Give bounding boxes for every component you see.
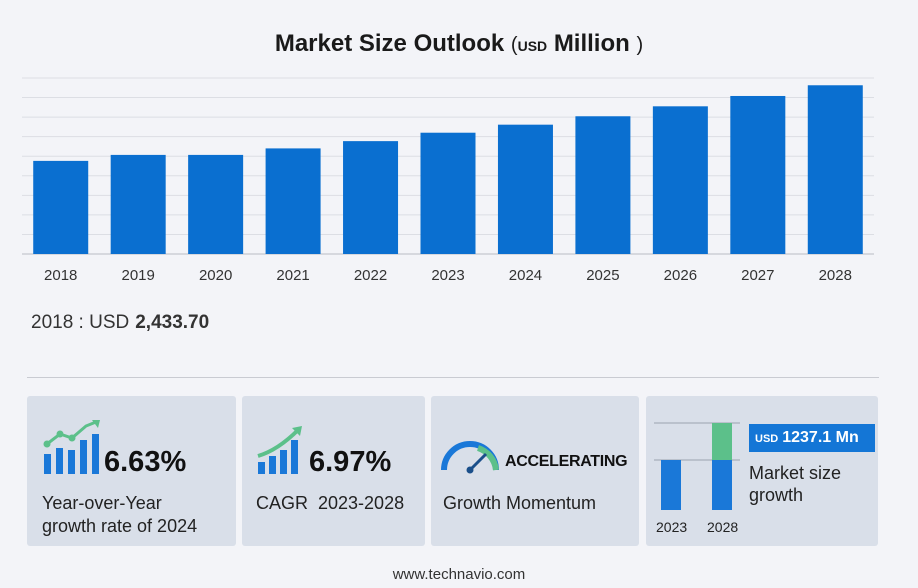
x-tick-label-2027: 2027 (741, 267, 774, 284)
bar-2025 (575, 116, 631, 254)
x-tick-label-2026: 2026 (664, 267, 697, 284)
bar-2021 (265, 148, 321, 254)
momentum-card (431, 396, 639, 546)
x-tick-label-2020: 2020 (199, 267, 232, 284)
bar-2026 (652, 106, 708, 254)
bar-chart: 2018 2019 2020 2021 2022 2023 2024 2025 2026 2027… (22, 77, 874, 284)
x-tick-label-2018: 2018 (44, 267, 77, 284)
growth-badge-value: 1237.1 Mn (782, 429, 859, 446)
x-tick-label-2023: 2023 (431, 267, 464, 284)
title-close-paren: ) (636, 34, 644, 56)
yoy-label-line1: Year-over-Year (42, 493, 162, 513)
bar-2028 (807, 85, 863, 254)
growth-year-end: 2028 (707, 519, 739, 535)
growth-label: Market size growth (749, 462, 841, 506)
growth-comparison-icon (654, 422, 740, 510)
x-tick-label-2022: 2022 (354, 267, 387, 284)
growth-label-line1: Market size (749, 463, 842, 483)
growth-badge-prefix: USD (755, 433, 779, 445)
cagr-value: 6.97% (309, 446, 392, 478)
bar-2019 (110, 154, 166, 254)
momentum-label: Growth Momentum (443, 493, 597, 513)
x-tick-label-2021: 2021 (276, 267, 309, 284)
bar-2020 (188, 154, 244, 254)
bar-2023 (420, 132, 476, 254)
footer-url: www.technavio.com (392, 566, 526, 583)
bar-2022 (343, 141, 399, 254)
cagr-label: CAGR 2023-2028 (256, 493, 405, 513)
bar-2024 (497, 124, 553, 255)
title-unit-prefix: USD (517, 38, 548, 54)
growth-value-badge: USD 1237.1 Mn (749, 424, 875, 452)
chart-title: Market Size Outlook (USD Million ) (0, 30, 918, 58)
momentum-value: ACCELERATING (505, 453, 628, 470)
section-divider (27, 377, 879, 378)
title-main: Market Size Outlook (274, 30, 505, 57)
growth-card (646, 396, 878, 546)
yoy-label-line2: growth rate of 2024 (42, 516, 198, 536)
x-tick-label-2024: 2024 (509, 267, 542, 284)
base-year-value: 2018 : USD 2,433.70 (31, 312, 209, 334)
growth-year-start: 2023 (656, 519, 688, 535)
x-tick-label-2019: 2019 (121, 267, 154, 284)
title-open-paren: ( (510, 34, 518, 56)
bar-2018 (33, 160, 89, 254)
yoy-value: 6.63% (104, 446, 187, 478)
growth-label-line2: growth (749, 485, 804, 505)
x-tick-label-2025: 2025 (586, 267, 619, 284)
base-value-number: 2,433.70 (135, 312, 210, 333)
yoy-label: Year-over-Year growth rate of 2024 (42, 492, 197, 538)
speedometer-icon (441, 441, 499, 474)
x-tick-label-2028: 2028 (819, 267, 852, 284)
growth-bars-icon (43, 420, 100, 474)
base-value-label: 2018 : USD (31, 312, 130, 333)
bar-2027 (730, 95, 786, 254)
title-unit: Million (553, 30, 630, 57)
cagr-chart-icon (257, 426, 302, 474)
